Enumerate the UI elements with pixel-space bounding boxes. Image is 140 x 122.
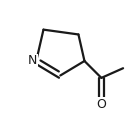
Text: O: O — [96, 98, 106, 111]
Text: N: N — [27, 55, 37, 67]
